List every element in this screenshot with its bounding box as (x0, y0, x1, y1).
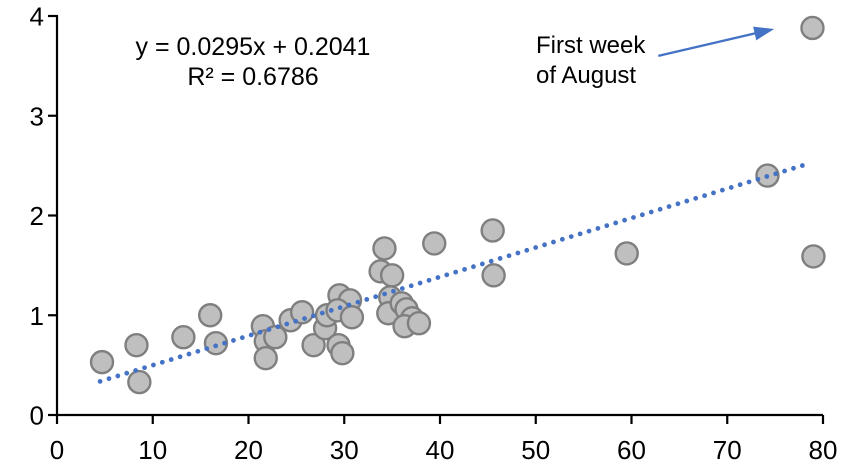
x-tick-label: 80 (809, 435, 838, 465)
equation-text: y = 0.0295x + 0.2041 (135, 33, 371, 61)
y-tick-label: 0 (30, 401, 44, 431)
annotation-line-2: of August (536, 62, 637, 89)
data-point (171, 324, 196, 350)
data-point (301, 332, 326, 358)
x-tick-label: 30 (330, 435, 359, 465)
x-tick-label: 70 (713, 435, 742, 465)
data-point (124, 332, 149, 358)
r-squared-text: R² = 0.6786 (187, 63, 319, 91)
annotation-arrowhead (753, 26, 775, 41)
x-tick-label: 50 (521, 435, 550, 465)
data-point (480, 218, 505, 243)
x-tick-label: 60 (617, 435, 646, 465)
data-point (203, 330, 229, 356)
data-point (89, 349, 115, 375)
x-tick-label: 10 (138, 435, 167, 465)
y-tick-label: 4 (30, 2, 44, 32)
data-point (127, 369, 152, 395)
trendline-equation-label: y = 0.0295x + 0.2041 R² = 0.6786 (136, 32, 371, 92)
data-point (372, 236, 397, 261)
data-point (289, 300, 315, 325)
y-tick-label: 1 (30, 301, 44, 331)
x-tick-label: 20 (234, 435, 263, 465)
trendline (97, 161, 812, 384)
data-point (197, 303, 223, 328)
data-point (406, 311, 432, 336)
annotation-arrow (658, 31, 757, 58)
data-point (339, 305, 365, 330)
x-tick-label: 0 (50, 435, 64, 465)
annotation-line-1: First week (536, 32, 646, 59)
y-tick-label: 2 (30, 201, 44, 231)
data-point (379, 263, 405, 288)
y-tick-label: 3 (30, 101, 44, 131)
data-point (801, 244, 826, 269)
data-point (614, 241, 639, 266)
data-point (800, 15, 825, 41)
data-point (330, 340, 355, 366)
annotation-first-week-of-august: First week of August (536, 31, 645, 91)
x-tick-label: 40 (426, 435, 455, 465)
data-point (253, 345, 278, 371)
data-point (481, 263, 506, 288)
data-point (422, 231, 447, 256)
